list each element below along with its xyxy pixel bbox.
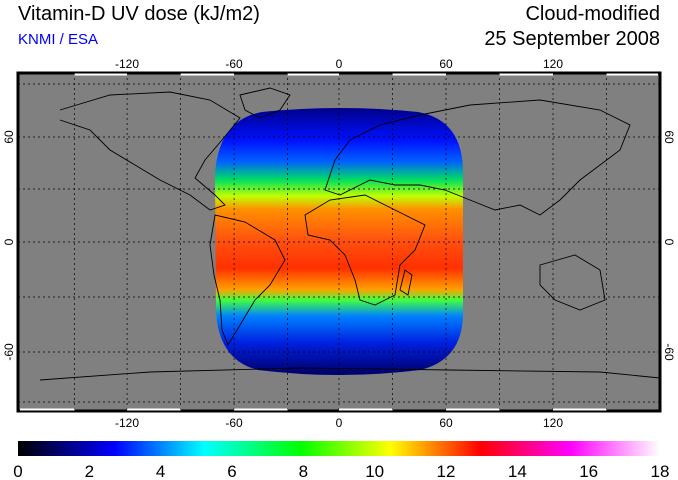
lon-tick-bottom: 120 [543,416,563,430]
colorbar-label: 18 [651,462,670,480]
lat-tick-left: -60 [2,343,16,361]
colorbar-label: 10 [365,462,384,480]
colorbar-label: 0 [13,462,22,480]
date-label: 25 September 2008 [484,28,660,50]
colorbar-label: 2 [85,462,94,480]
lat-tick-right: 60 [662,130,676,144]
lon-tick-bottom: -120 [115,416,139,430]
frame-border [16,71,662,413]
mode-label: Cloud-modified [525,3,660,25]
map-title: Vitamin-D UV dose (kJ/m2) [18,3,260,25]
lat-tick-right: 0 [662,239,676,246]
colorbar-label: 6 [227,462,236,480]
lon-tick-top: 0 [336,57,343,71]
lat-tick-right: -60 [662,343,676,361]
lon-tick-bottom: 0 [336,416,343,430]
colorbar-label: 4 [156,462,165,480]
colorbar-label: 14 [508,462,527,480]
graticule [18,73,660,411]
coastlines [39,87,660,381]
data-swath [215,108,463,375]
lat-tick-left: 60 [2,130,16,144]
lon-tick-top: 120 [543,57,563,71]
lon-tick-bottom: 60 [439,416,453,430]
lon-tick-top: -60 [225,57,243,71]
lon-tick-top: -120 [115,57,139,71]
colorbar-label: 16 [579,462,598,480]
colorbar [18,441,660,456]
colorbar-label: 12 [437,462,456,480]
organization-label: KNMI / ESA [18,31,99,48]
lon-tick-top: 60 [439,57,453,71]
colorbar-label: 8 [299,462,308,480]
lon-tick-bottom: -60 [225,416,243,430]
lat-tick-left: 0 [2,238,16,245]
